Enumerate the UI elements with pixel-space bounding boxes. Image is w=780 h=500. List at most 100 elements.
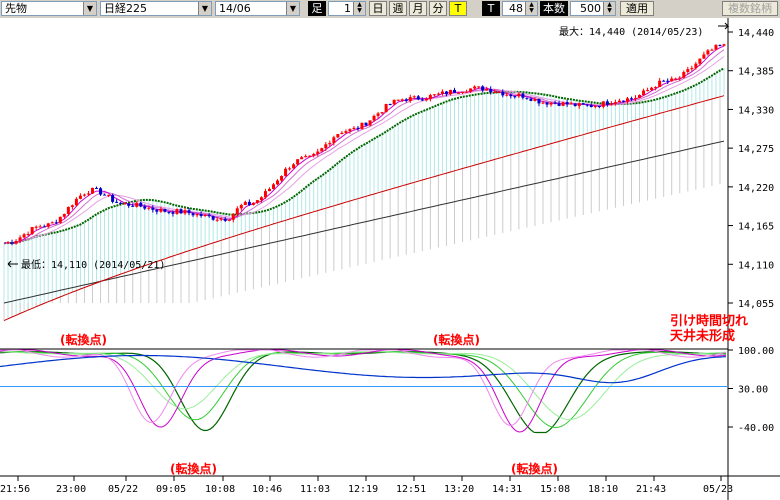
candle-body [300,157,304,160]
candle-body [163,208,167,212]
candle-body [58,216,62,223]
instrument-value: 日経225 [104,2,147,15]
candle-body [276,180,280,185]
x-tick-label: 10:46 [252,484,282,495]
ma-longer-line [3,140,725,304]
candle-body [364,122,368,126]
candle-body [203,214,207,216]
period-week-button[interactable]: 週 [389,1,407,16]
candle-body [10,242,14,244]
candle-body [143,206,147,209]
candle-body [448,89,452,95]
spinner-icon[interactable]: ▲ ▼ [603,2,615,15]
candle-body [617,100,621,103]
candle-body [267,188,271,192]
candle-body [674,78,678,80]
candle-body [147,207,151,209]
candle-body [545,102,549,105]
candle-body [625,98,629,102]
candle-body [187,210,191,214]
candle-body [690,68,694,70]
candle-body [569,103,573,105]
candle-body [485,89,489,91]
candle-body [239,204,243,209]
candle-body [86,193,90,195]
candle-body [577,103,581,107]
candle-body [26,234,30,236]
note-line-2: 天井未形成 [670,328,735,344]
period-month-button[interactable]: 月 [409,1,427,16]
candle-body [517,93,521,97]
chart-area: 14,440 14,385 14,330 14,275 14,220 14,165 14,1… [0,18,780,500]
candle-body [553,102,557,104]
candle-body [428,95,432,99]
osc-tick-label: 100.00 [738,346,774,357]
note-line-1: 引け時間切れ [670,313,748,329]
candle-body [565,102,569,105]
candle-body [183,210,187,214]
candle-body [139,202,143,207]
y-tick-label: 14,055 [738,299,774,310]
candle-body [549,102,553,105]
period-tick-button[interactable]: T [449,1,467,16]
osc-tick-label: -40.00 [738,423,774,434]
contract-month-select[interactable]: 14/06 ▼ [215,1,300,16]
candle-body [537,98,541,104]
candle-body [597,106,601,108]
compound-button[interactable]: 複数銘柄 [722,1,778,16]
tick-count-value: 48 [509,2,523,15]
bar-interval-value: 1 [344,2,351,15]
candle-body [255,200,259,203]
candle-body [292,164,296,169]
spinner-icon[interactable]: ▲ ▼ [353,2,365,15]
candle-body [453,89,457,93]
osc-line-pink [0,349,727,427]
candle-body [629,98,633,100]
candle-body [477,86,481,88]
candle-body [247,201,251,205]
candle-body [135,202,139,207]
y-tick-label: 14,275 [738,144,774,155]
candle-body [529,98,533,101]
candle-body [613,102,617,104]
y-tick-label: 14,220 [738,183,774,194]
tick-count-input[interactable]: 48 ▲ ▼ [502,1,538,16]
candle-body [62,214,66,217]
period-minute-button[interactable]: 分 [429,1,447,16]
candle-body [251,202,255,205]
bar-interval-input[interactable]: 1 ▲ ▼ [328,1,366,16]
apply-button[interactable]: 適用 [620,1,654,16]
candle-body [90,187,94,194]
candle-body [573,103,577,107]
osc-line-light-green [0,351,727,421]
candle-body [332,137,336,143]
candle-body [646,89,650,91]
osc-line-magenta [0,349,727,433]
max-label: 最大：14,440 (2014/05/23) [559,25,703,38]
instrument-select[interactable]: 日経225 ▼ [100,1,212,16]
candle-body [384,104,388,113]
candle-body [686,69,690,73]
x-tick-label: 23:00 [56,484,86,495]
turning-point-label: (転換点) [60,332,107,347]
market-select[interactable]: 先物 ▼ [1,1,97,16]
candle-body [420,99,424,101]
candle-body [127,203,131,206]
candle-body [6,242,10,244]
period-day-button[interactable]: 日 [369,1,387,16]
count-value: 500 [580,2,601,15]
candle-body [151,207,155,210]
candle-body [70,205,74,208]
count-input[interactable]: 500 ▲ ▼ [570,1,616,16]
candle-body [682,72,686,78]
y-tick-label: 14,165 [738,222,774,233]
candle-body [46,223,50,227]
candle-body [179,209,183,214]
candle-body [376,113,380,116]
candle-body [557,103,561,106]
candle-body [280,175,284,181]
candle-body [440,91,444,94]
candle-body [497,91,501,93]
spinner-icon[interactable]: ▲ ▼ [525,2,537,15]
x-tick-label: 05/23 [703,484,733,495]
